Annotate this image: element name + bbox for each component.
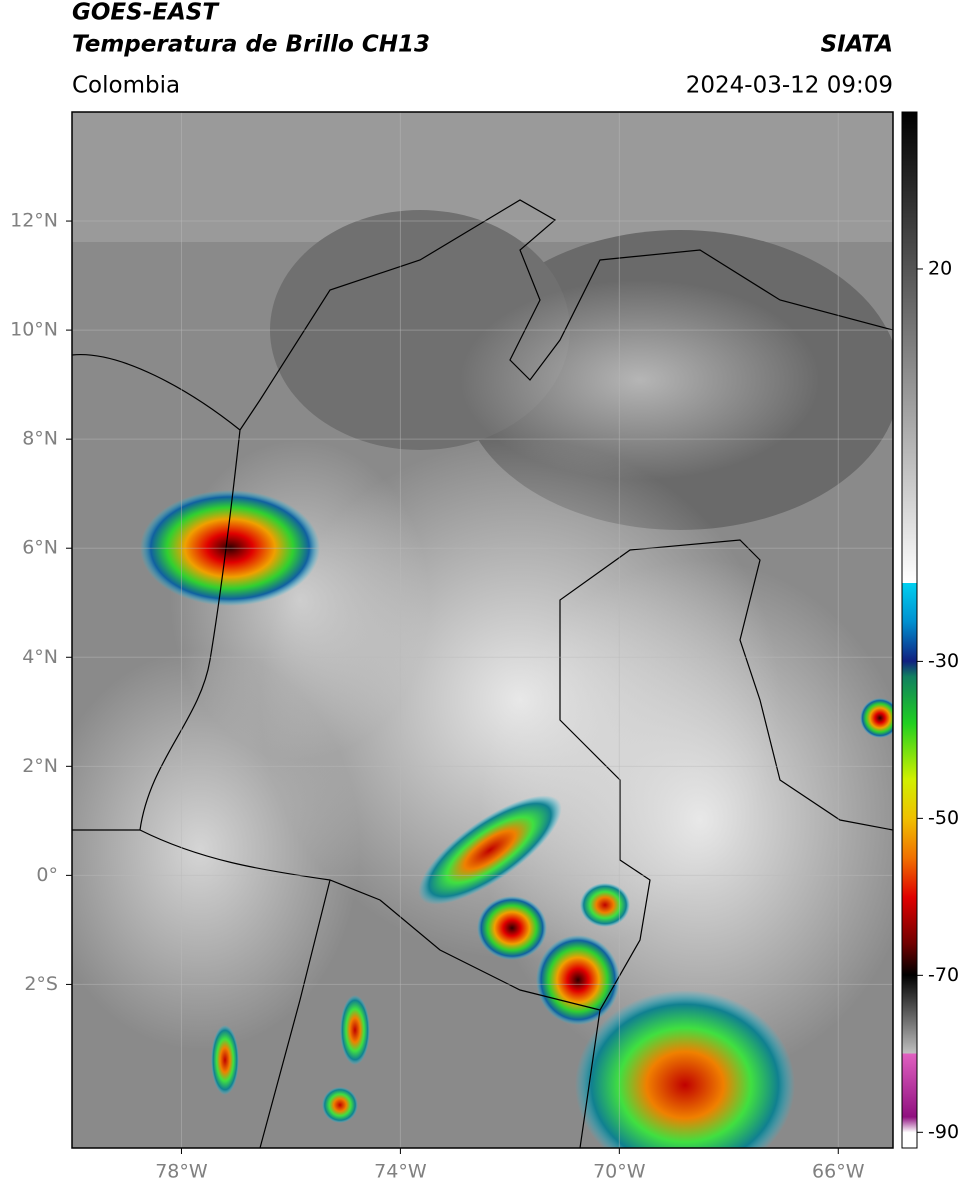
storm-cloud [860,698,893,738]
lon-tick-label: 66°W [812,1161,865,1183]
lat-tick-label: 10°N [10,319,58,341]
storm-cloud [536,935,620,1025]
lat-tick-label: 4°N [22,646,58,668]
lat-tick-label: 8°N [22,428,58,450]
storm-cloud [140,490,320,606]
colorbar [901,111,918,1149]
lon-tick-label: 70°W [593,1161,646,1183]
map-frame [71,111,894,1149]
colorbar-tick-label: -30 [928,650,959,672]
lat-tick-label: 6°N [22,537,58,559]
storm-cloud [418,795,562,905]
storm-cloud [211,1025,239,1095]
storm-cloud [340,995,370,1065]
lat-tick-label: 0° [36,864,58,886]
lon-tick-label: 74°W [374,1161,427,1183]
border-lines [72,199,893,1148]
lon-tick-label: 78°W [155,1161,208,1183]
colorbar-tick-label: -90 [928,1121,959,1143]
source-label: SIATA [821,32,893,58]
colorbar-tick-label: -70 [928,964,959,986]
lat-tick-label: 2°N [22,755,58,777]
lat-tick-label: 2°S [24,973,58,995]
storm-cloud [575,990,795,1148]
storm-cloud [322,1087,358,1123]
satellite-title: GOES-EAST [72,0,220,26]
storm-cloud [580,883,630,927]
colorbar-tick-label: -50 [928,807,959,829]
satellite-image [72,112,893,1148]
product-title: Temperatura de Brillo CH13 [72,32,430,58]
colorbar-tick-label: 20 [928,257,952,279]
lat-tick-label: 12°N [10,210,58,232]
region-label: Colombia [72,73,180,99]
datetime-label: 2024-03-12 09:09 [686,73,893,99]
storm-cloud [477,896,547,960]
